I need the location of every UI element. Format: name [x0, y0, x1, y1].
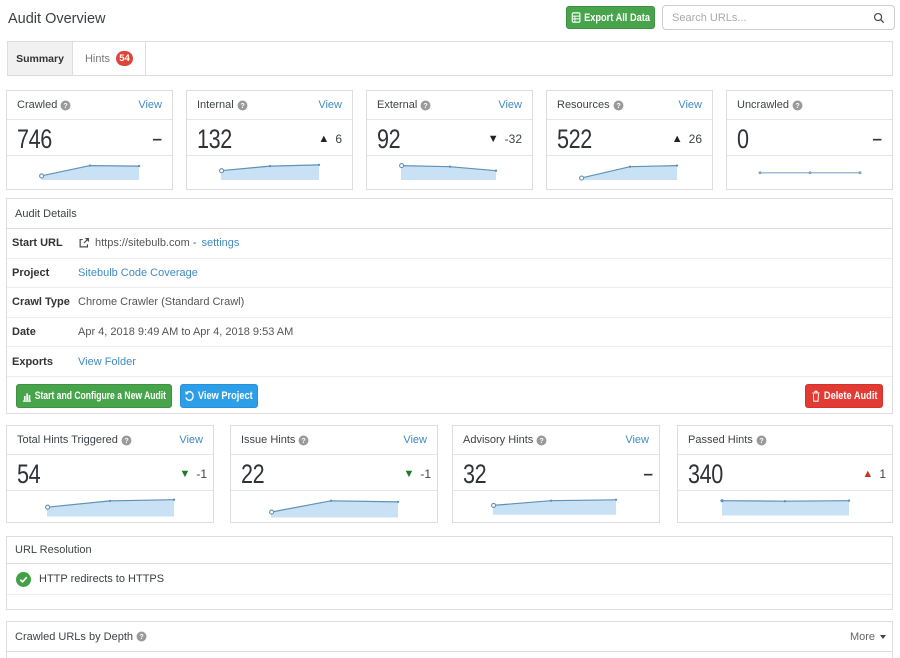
svg-text:?: ?: [302, 437, 306, 444]
svg-text:?: ?: [616, 102, 620, 109]
svg-text:?: ?: [424, 102, 428, 109]
svg-text:?: ?: [139, 634, 143, 641]
svg-text:?: ?: [240, 102, 244, 109]
svg-text:?: ?: [759, 437, 763, 444]
svg-text:?: ?: [124, 437, 128, 444]
svg-text:?: ?: [795, 102, 799, 109]
svg-text:?: ?: [540, 437, 544, 444]
svg-text:?: ?: [64, 102, 68, 109]
